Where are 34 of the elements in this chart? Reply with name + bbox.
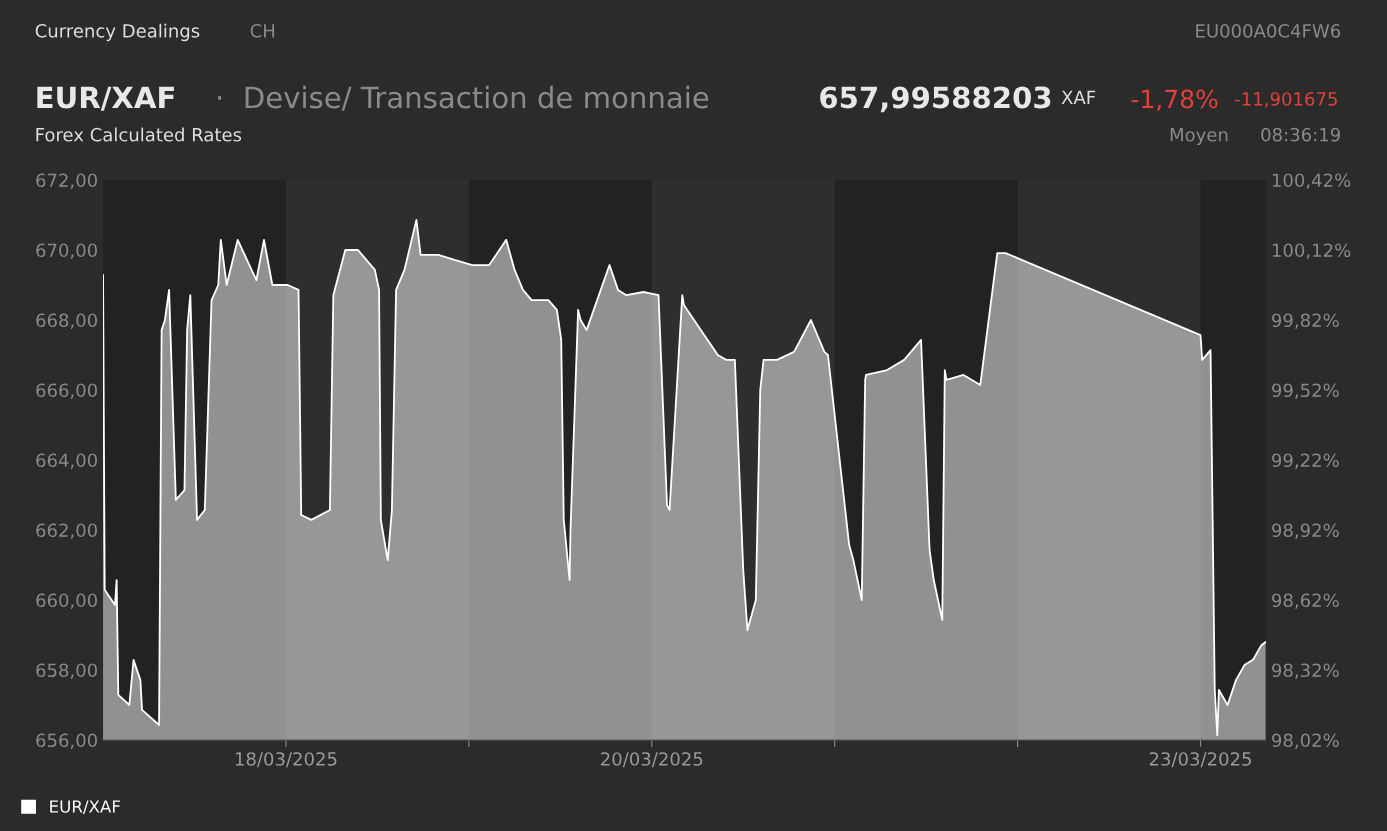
text: -1,78% xyxy=(1131,89,1218,111)
y-tick-label: 662,00 xyxy=(36,523,97,539)
text: EU000A0C4FW6 xyxy=(1196,23,1341,38)
y2-tick-label: 98,62% xyxy=(1272,593,1339,609)
y2-tick-label: 100,42% xyxy=(1272,173,1351,189)
y-tick-label: 672,00 xyxy=(36,173,97,189)
y-tick-label: 670,00 xyxy=(36,243,97,259)
y-tick-label: 656,00 xyxy=(36,733,97,749)
x-tick-label: 23/03/2025 xyxy=(1149,752,1251,768)
text: CH xyxy=(250,23,275,38)
y2-tick-label: 98,92% xyxy=(1272,523,1339,539)
y2-tick-label: 100,12% xyxy=(1272,243,1351,259)
y2-tick-label: 99,22% xyxy=(1272,453,1339,469)
chart-title: EUR/XAF xyxy=(37,86,174,111)
text: 657,99588203 xyxy=(820,86,1051,113)
chart-subtitle: · Devise/ Transaction de monnaie xyxy=(218,85,709,111)
y2-tick-label: 98,32% xyxy=(1272,663,1339,679)
text: Moyen xyxy=(1170,128,1228,146)
y-tick-label: 664,00 xyxy=(36,453,97,469)
text: Currency Dealings xyxy=(35,23,200,42)
text: XAF xyxy=(1061,90,1096,104)
legend-label: EUR/XAF xyxy=(50,800,120,815)
text: Forex Calculated Rates xyxy=(36,127,242,142)
y-tick-label: 658,00 xyxy=(36,663,97,679)
text: -11,901675 xyxy=(1235,92,1337,108)
text: 08:36:19 xyxy=(1261,127,1340,142)
y-tick-label: 660,00 xyxy=(36,593,97,609)
y-tick-label: 668,00 xyxy=(36,313,97,329)
x-tick-label: 20/03/2025 xyxy=(601,752,703,768)
x-tick-label: 18/03/2025 xyxy=(235,752,337,768)
y2-tick-label: 99,82% xyxy=(1272,313,1339,329)
y-tick-label: 666,00 xyxy=(36,383,97,399)
y2-tick-label: 99,52% xyxy=(1272,383,1339,399)
y2-tick-label: 98,02% xyxy=(1272,733,1339,749)
